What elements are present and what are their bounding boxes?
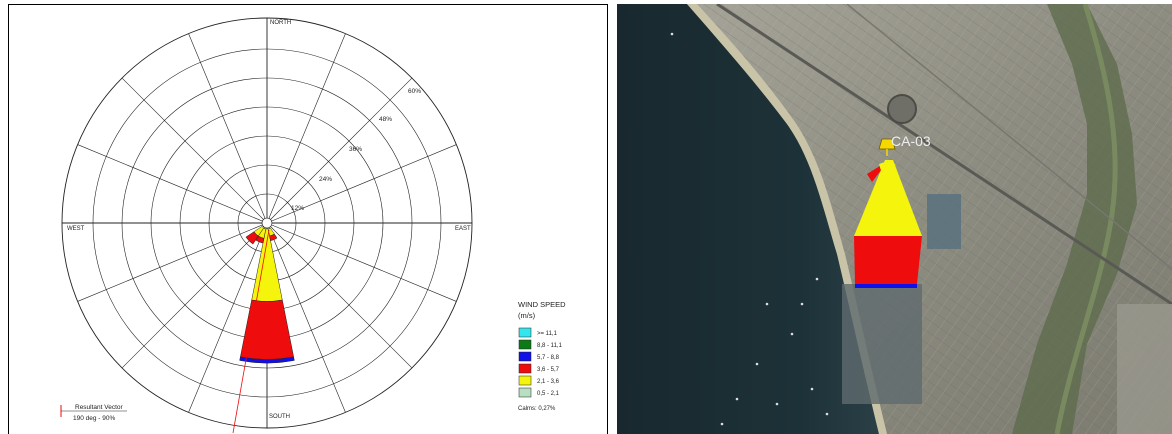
legend-items: >= 11,1 8,8 - 11,1 5,7 - 8,8 3,6 - 5,7 2,1 -… bbox=[518, 327, 563, 398]
pin-icon[interactable] bbox=[878, 138, 896, 150]
grid-spoke bbox=[266, 222, 413, 369]
rose-center bbox=[261, 217, 273, 229]
marker-label: CA-03 bbox=[891, 133, 931, 149]
ring-label-60: 60% bbox=[408, 88, 421, 95]
grid-spoke bbox=[266, 77, 413, 224]
grid-spoke bbox=[266, 222, 346, 413]
legend-swatch bbox=[518, 339, 532, 350]
map-petal-nnw bbox=[879, 161, 888, 174]
ring-label-36: 36% bbox=[349, 146, 362, 153]
petal-segment bbox=[240, 299, 294, 360]
rose-petals bbox=[239, 225, 295, 364]
urban-block-east bbox=[1117, 304, 1172, 434]
resultant-line bbox=[232, 229, 270, 434]
wind-rose-chart: NORTH SOUTH EAST WEST 12% 24% 36% 48% 60… bbox=[60, 17, 566, 434]
grid-spoke bbox=[266, 144, 457, 224]
satellite-map: CA-03 bbox=[617, 4, 1172, 434]
grid-spoke bbox=[266, 33, 346, 224]
ring-label-12: 12% bbox=[291, 205, 304, 212]
highway bbox=[716, 4, 1172, 306]
resultant-vector: Resultant Vector 190 deg - 90% bbox=[60, 229, 270, 434]
petal-segment bbox=[245, 231, 259, 245]
ship bbox=[800, 302, 804, 306]
legend-label: 3,6 - 5,7 bbox=[537, 367, 560, 373]
ships bbox=[670, 32, 829, 426]
legend-swatch bbox=[518, 363, 532, 374]
legend-swatch bbox=[518, 387, 532, 398]
map-petal-blue bbox=[855, 284, 917, 288]
legend-title: WIND SPEED bbox=[518, 300, 566, 309]
green-valley bbox=[1012, 4, 1137, 434]
label-east: EAST bbox=[455, 226, 471, 232]
map-petal-red bbox=[854, 236, 922, 284]
location-marker[interactable]: CA-03 bbox=[878, 133, 931, 156]
petal-segment bbox=[269, 233, 278, 242]
ship bbox=[825, 412, 829, 416]
map-petal-nne bbox=[888, 161, 897, 179]
ship bbox=[755, 362, 759, 366]
petal-segment bbox=[239, 356, 295, 364]
ship bbox=[670, 32, 674, 36]
legend-unit: (m/s) bbox=[518, 311, 536, 320]
legend-label: 8,8 - 11,1 bbox=[537, 343, 563, 349]
ocean bbox=[617, 4, 879, 434]
legend-swatch bbox=[518, 375, 532, 386]
grid-spoke bbox=[77, 222, 268, 302]
ship bbox=[790, 332, 794, 336]
label-west: WEST bbox=[67, 226, 85, 232]
legend-label: 0,5 - 2,1 bbox=[537, 391, 560, 397]
legend-swatch bbox=[518, 351, 532, 362]
resultant-value: 190 deg - 90% bbox=[73, 415, 116, 422]
label-north: NORTH bbox=[270, 20, 291, 26]
legend-calms: Calms: 0,27% bbox=[518, 406, 556, 412]
legend-label: 2,1 - 3,6 bbox=[537, 379, 560, 385]
resultant-label: Resultant Vector bbox=[75, 404, 124, 411]
satellite-map-panel: CA-03 bbox=[617, 4, 1172, 434]
ship bbox=[765, 302, 769, 306]
legend-label: 5,7 - 8,8 bbox=[537, 355, 560, 361]
stadium bbox=[887, 94, 917, 124]
ring-label-48: 48% bbox=[379, 116, 392, 123]
river bbox=[1054, 4, 1118, 434]
grid-spoke bbox=[121, 77, 268, 224]
grid-spoke bbox=[77, 144, 268, 224]
legend-label: >= 11,1 bbox=[537, 331, 558, 337]
port-area bbox=[842, 284, 922, 404]
speed-legend: WIND SPEED (m/s) >= 11,1 8,8 - 11,1 5,7 - … bbox=[518, 300, 566, 412]
grid-spoke bbox=[188, 33, 268, 224]
ring-label-24: 24% bbox=[319, 176, 332, 183]
road bbox=[846, 4, 1172, 270]
wind-rose-panel: NORTH SOUTH EAST WEST 12% 24% 36% 48% 60… bbox=[8, 4, 608, 434]
ship bbox=[775, 402, 779, 406]
grid-spoke bbox=[266, 222, 457, 302]
grid-spoke bbox=[188, 222, 268, 413]
map-petal-yellow bbox=[854, 160, 922, 236]
label-south: SOUTH bbox=[269, 414, 290, 420]
grid-spoke bbox=[121, 222, 268, 369]
ship bbox=[815, 277, 819, 281]
legend-swatch bbox=[518, 327, 532, 338]
ship bbox=[735, 397, 739, 401]
map-wind-petal bbox=[854, 160, 922, 288]
ship bbox=[720, 422, 724, 426]
ship bbox=[810, 387, 814, 391]
warehouse-block bbox=[927, 194, 961, 249]
